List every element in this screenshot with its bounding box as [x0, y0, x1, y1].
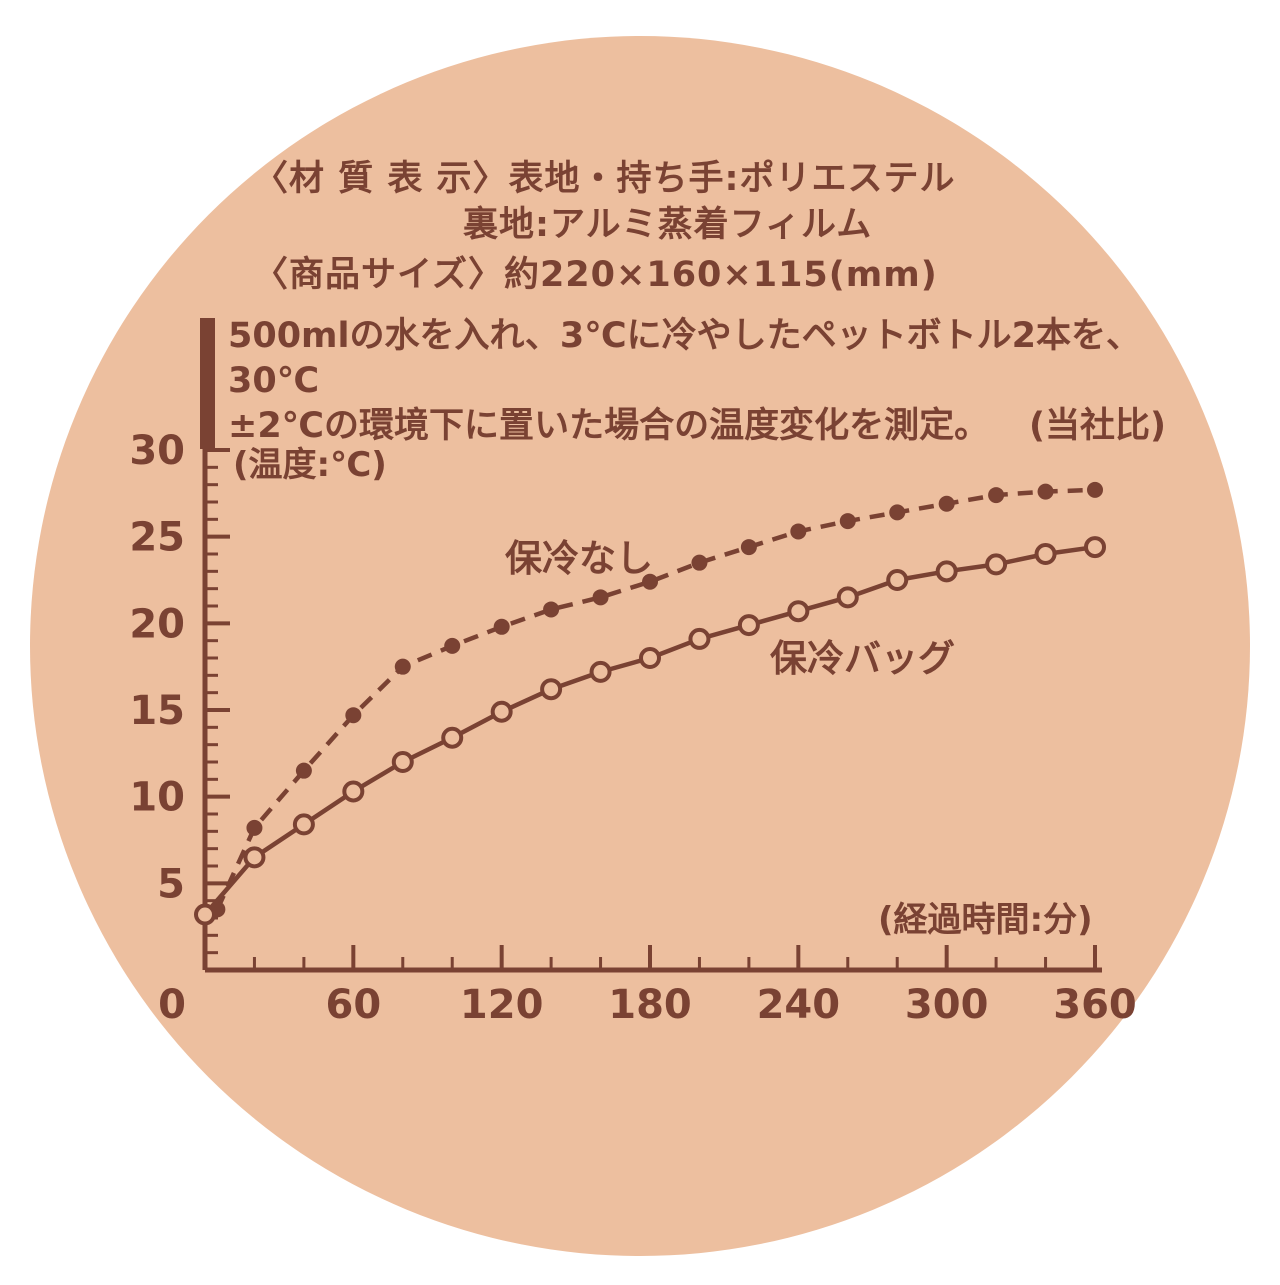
- marker-open: [1034, 543, 1057, 565]
- x-tick-label: 180: [608, 982, 692, 1028]
- marker-open: [194, 903, 216, 926]
- marker-open: [342, 780, 365, 803]
- marker-filled: [295, 762, 312, 779]
- marker-filled: [345, 707, 362, 724]
- note-line2: ±2℃の環境下に置いた場合の温度変化を測定。 (当社比): [228, 404, 1166, 449]
- marker-open: [886, 569, 909, 591]
- x-tick-label: 360: [1053, 982, 1137, 1028]
- marker-open: [441, 726, 464, 749]
- marker-filled: [938, 495, 955, 512]
- material-spec-line1: 〈材 質 表 示〉表地・持ち手:ポリエステル: [253, 159, 956, 199]
- marker-open: [490, 700, 513, 723]
- series-line-dashed: [215, 487, 1096, 911]
- product-size-line: 〈商品サイズ〉約220×160×115(mm): [253, 255, 938, 295]
- series-label-cooler-bag: 保冷バッグ: [770, 637, 955, 680]
- marker-open: [737, 614, 760, 637]
- y-tick-label: 20: [129, 601, 185, 647]
- marker-filled: [839, 513, 856, 530]
- marker-open: [836, 586, 859, 609]
- marker-open: [935, 560, 958, 583]
- marker-open: [540, 678, 563, 701]
- marker-open: [1084, 536, 1106, 559]
- marker-filled: [246, 819, 263, 836]
- marker-filled: [740, 539, 757, 556]
- marker-open: [688, 627, 711, 650]
- marker-filled: [790, 523, 807, 540]
- x-tick-label: 60: [325, 982, 381, 1028]
- marker-filled: [592, 589, 609, 606]
- y-tick-label: 30: [129, 428, 185, 474]
- marker-filled: [493, 618, 510, 635]
- marker-open: [292, 813, 315, 836]
- y-tick-label: 15: [129, 688, 185, 734]
- y-tick-label: 5: [157, 861, 185, 907]
- marker-filled: [394, 658, 411, 675]
- marker-filled: [444, 637, 461, 654]
- x-tick-label: 0: [158, 982, 186, 1028]
- marker-open: [639, 647, 661, 669]
- marker-filled: [543, 601, 560, 618]
- marker-open: [589, 660, 612, 683]
- note-comparison-suffix: (当社比): [1029, 406, 1166, 446]
- y-tick-label: 10: [129, 775, 185, 821]
- circle-background: [30, 36, 1250, 1256]
- y-axis-caption: (温度:℃): [233, 445, 387, 485]
- x-tick-label: 300: [905, 982, 989, 1028]
- x-tick-label: 120: [460, 982, 544, 1028]
- material-spec-line2: 裏地:アルミ蒸着フィルム: [463, 205, 873, 245]
- marker-open: [985, 553, 1008, 576]
- marker-open: [391, 751, 414, 773]
- series-line-solid: [203, 544, 1096, 917]
- series-label-no-cooling: 保冷なし: [505, 537, 653, 580]
- x-tick-label: 240: [757, 982, 841, 1028]
- marker-filled: [988, 487, 1005, 504]
- marker-open: [787, 600, 810, 623]
- note-text: 500mlの水を入れ、3℃に冷やしたペットボトル2本を、30℃ ±2℃の環境下に…: [228, 314, 1166, 449]
- marker-filled: [889, 504, 906, 521]
- x-axis-caption: (経過時間:分): [878, 900, 1093, 940]
- marker-filled: [642, 573, 658, 590]
- note-line2-text: ±2℃の環境下に置いた場合の温度変化を測定。: [228, 406, 990, 446]
- y-tick-label: 25: [129, 515, 185, 561]
- note-line1: 500mlの水を入れ、3℃に冷やしたペットボトル2本を、30℃: [228, 316, 1141, 401]
- marker-filled: [691, 554, 708, 571]
- marker-open: [243, 846, 266, 869]
- note-accent-bar: [200, 318, 215, 449]
- marker-filled: [1037, 483, 1054, 500]
- marker-filled: [1087, 481, 1103, 498]
- measurement-note: 500mlの水を入れ、3℃に冷やしたペットボトル2本を、30℃ ±2℃の環境下に…: [200, 314, 1166, 449]
